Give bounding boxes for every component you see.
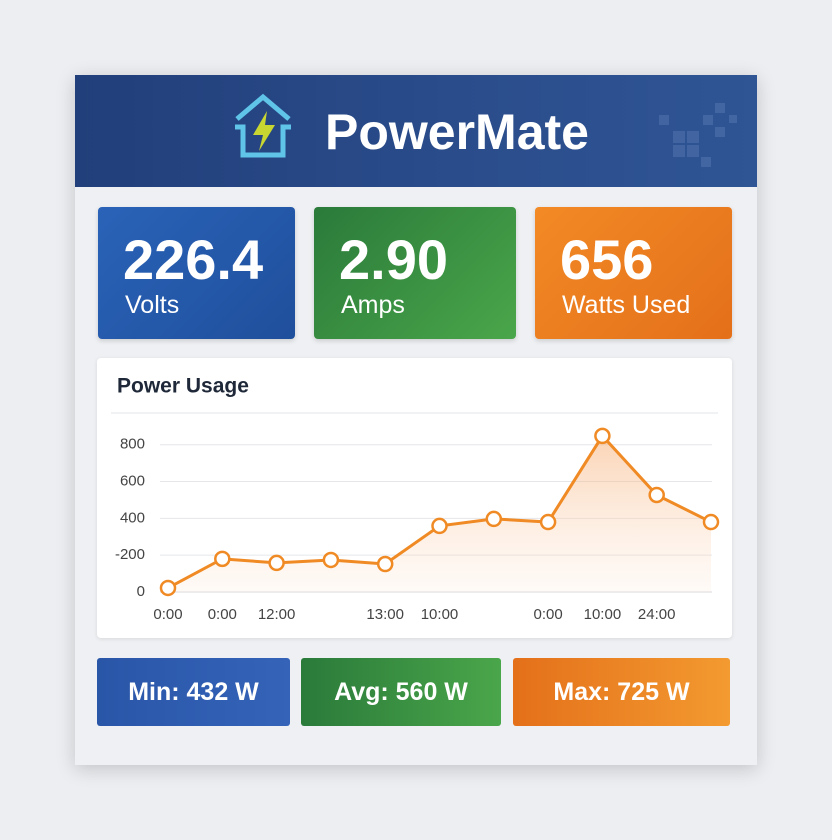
- app-title: PowerMate: [325, 104, 589, 160]
- stat-card: 226.4 Volts: [98, 207, 295, 339]
- x-tick-label: 10:00: [421, 606, 459, 623]
- x-tick-label: 0:00: [153, 606, 182, 623]
- y-tick-label: 800: [120, 436, 145, 453]
- chart-title: Power Usage: [117, 375, 249, 398]
- area: [168, 435, 711, 592]
- stat-label: Watts Used: [562, 291, 691, 319]
- stat-label: Volts: [125, 291, 180, 319]
- header: PowerMate: [75, 75, 757, 187]
- stat-card: 2.90 Amps: [314, 207, 516, 339]
- max-pill: Max: 725 W: [513, 658, 730, 726]
- point: [376, 555, 394, 573]
- x-tick-label: 10:00: [584, 606, 622, 623]
- x-tick-label: 13:00: [366, 606, 404, 623]
- point: [594, 427, 611, 445]
- y-tick-label: 0: [137, 583, 145, 600]
- point: [539, 513, 557, 531]
- point: [159, 579, 177, 597]
- point: [214, 550, 231, 568]
- stat-value: 226.4: [123, 228, 264, 291]
- point: [648, 486, 665, 504]
- stat-label: Amps: [341, 291, 405, 319]
- header-decor: [235, 93, 737, 167]
- point: [702, 513, 720, 531]
- x-tick-label: 0:00: [208, 606, 237, 623]
- x-tick-label: 24:00: [638, 606, 676, 623]
- point: [268, 554, 285, 572]
- chart: Power Usage 0 -200 400 600 800 0:00 0:00 12:00 1…: [111, 375, 720, 623]
- point: [431, 517, 448, 535]
- y-tick-label: -200: [115, 546, 145, 563]
- min-pill: Min: 432 W: [97, 658, 290, 726]
- y-tick-label: 600: [120, 473, 145, 490]
- avg-pill: Avg: 560 W: [301, 658, 501, 726]
- app-card: PowerMate 226.4 Volts 2.90 Amps 656 Watt…: [75, 75, 757, 765]
- point: [322, 551, 340, 569]
- chart-panel: Power Usage 0 -200 400 600 800 0:00 0:00 12:00 1…: [97, 358, 732, 638]
- stat-value: 656: [560, 228, 654, 291]
- point: [485, 510, 503, 528]
- stat-card: 656 Watts Used: [535, 207, 732, 339]
- stat-value: 2.90: [339, 228, 448, 291]
- x-tick-label: 12:00: [258, 606, 296, 623]
- x-tick-label: 0:00: [533, 606, 562, 623]
- y-tick-label: 400: [120, 509, 145, 526]
